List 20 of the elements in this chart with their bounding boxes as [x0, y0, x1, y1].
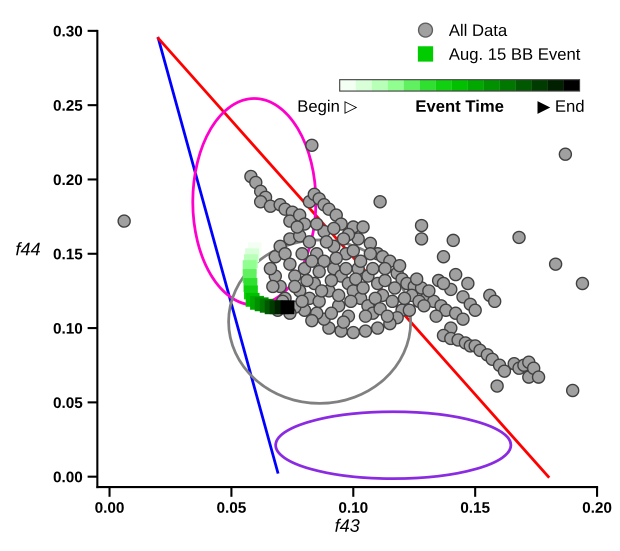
legend-label: All Data [448, 24, 508, 36]
annotation: Event Time [416, 100, 504, 112]
x-tick-label: 0.00 [95, 502, 124, 513]
point [280, 300, 294, 314]
y-axis-title: f44 [16, 242, 40, 256]
x-axis-title: f43 [335, 518, 360, 532]
x-tick-label: 0.10 [339, 502, 368, 513]
y-tick-label: 0.20 [54, 174, 82, 186]
x-tick-label: 0.20 [582, 502, 612, 513]
legend-label: Aug. 15 BB Event [448, 48, 580, 64]
y-tick-label: 0.15 [54, 248, 82, 260]
y-tick-label: 0.25 [54, 100, 82, 111]
y-tick-label: 0.05 [54, 397, 82, 408]
annotation: ▶ End [538, 100, 584, 114]
y-tick-label: 0.30 [54, 26, 82, 37]
x-tick-label: 0.05 [217, 502, 246, 513]
y-tick-label: 0.10 [54, 322, 82, 334]
y-tick-label: 0.00 [54, 472, 82, 482]
annotation: Begin ▷ [298, 100, 358, 116]
x-tick-label: 0.15 [460, 502, 490, 513]
